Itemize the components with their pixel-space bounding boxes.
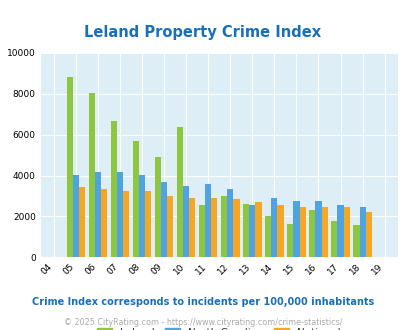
Bar (358, 207, 365, 257)
Legend: Leland, North Carolina, National: Leland, North Carolina, National (93, 324, 344, 330)
Bar (111, 121, 117, 257)
Bar (177, 127, 183, 257)
Bar (255, 202, 261, 257)
Bar (88, 93, 95, 257)
Bar (123, 191, 129, 257)
Bar (95, 173, 101, 257)
Bar (189, 198, 195, 257)
Bar (211, 198, 217, 257)
Bar (220, 196, 227, 257)
Bar (286, 224, 293, 257)
Bar (101, 189, 107, 257)
Bar (243, 204, 249, 257)
Bar (145, 191, 151, 257)
Bar (352, 225, 358, 257)
Bar (79, 187, 85, 257)
Bar (309, 210, 315, 257)
Bar (337, 205, 343, 257)
Bar (321, 207, 327, 257)
Bar (66, 77, 72, 257)
Bar (264, 216, 271, 257)
Bar (343, 207, 349, 257)
Bar (277, 205, 283, 257)
Text: © 2025 CityRating.com - https://www.cityrating.com/crime-statistics/: © 2025 CityRating.com - https://www.city… (64, 318, 341, 327)
Bar (161, 182, 167, 257)
Bar (167, 196, 173, 257)
Bar (139, 175, 145, 257)
Bar (198, 205, 205, 257)
Text: Leland Property Crime Index: Leland Property Crime Index (84, 25, 321, 41)
Bar (293, 201, 299, 257)
Bar (132, 141, 139, 257)
Bar (227, 189, 233, 257)
Bar (205, 184, 211, 257)
Bar (183, 186, 189, 257)
Bar (249, 205, 255, 257)
Bar (233, 199, 239, 257)
Text: Crime Index corresponds to incidents per 100,000 inhabitants: Crime Index corresponds to incidents per… (32, 297, 373, 307)
Bar (315, 201, 321, 257)
Bar (72, 175, 79, 257)
Bar (330, 220, 337, 257)
Bar (299, 207, 305, 257)
Bar (154, 157, 161, 257)
Bar (117, 173, 123, 257)
Bar (365, 213, 371, 257)
Bar (271, 198, 277, 257)
